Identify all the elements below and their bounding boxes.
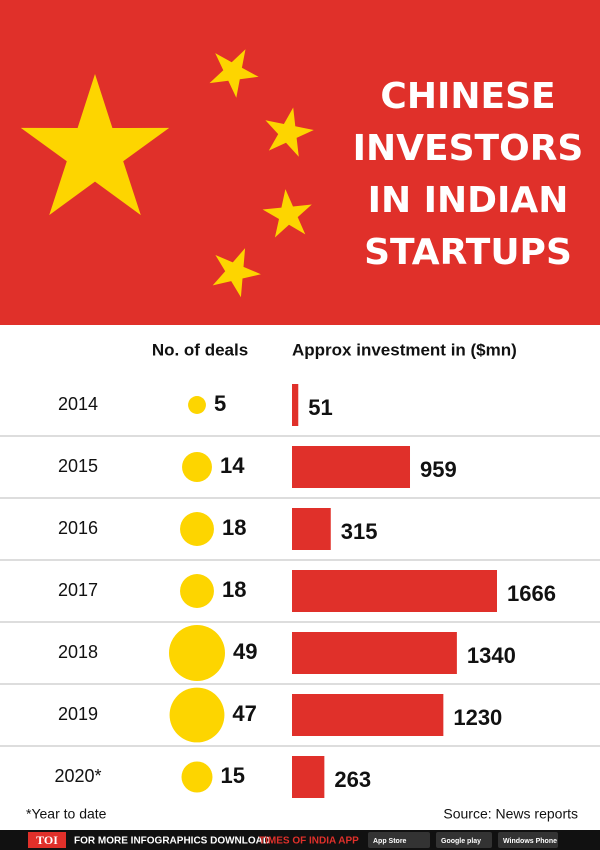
badge[interactable] [498,832,558,848]
title-line: INVESTORS [353,128,584,169]
year-label: 2019 [58,704,98,724]
badge[interactable] [368,832,430,848]
deal-label: 47 [232,701,256,726]
column-header: No. of deals [152,340,248,359]
deal-bubble [169,687,225,743]
deal-label: 18 [222,577,246,602]
investment-label: 263 [334,767,371,792]
investment-label: 315 [341,519,378,544]
investment-bar [292,756,325,798]
deal-label: 18 [222,515,246,540]
title-line: CHINESE [380,76,555,117]
investment-bar [292,384,299,426]
year-label: 2016 [58,518,98,538]
source: Source: News reports [443,806,578,822]
logo-box [28,832,66,848]
star [212,248,261,298]
investment-label: 51 [308,395,332,420]
investment-label: 1340 [467,643,516,668]
year-label: 2014 [58,394,98,414]
deal-label: 5 [214,391,226,416]
footer-text: FOR MORE INFOGRAPHICS DOWNLOAD [74,836,270,847]
investment-label: 1666 [507,581,556,606]
year-label: 2017 [58,580,98,600]
badge-text: Windows Phone [503,838,557,845]
deal-bubble [188,396,206,414]
investment-label: 1230 [453,705,502,730]
deal-label: 14 [220,453,245,478]
footer-app: TIMES OF INDIA APP [259,836,359,847]
title-line: IN INDIAN [368,180,569,221]
column-header: Approx investment in ($mn) [292,340,517,359]
badge-text: Google play [441,838,481,845]
year-label: 2015 [58,456,98,476]
deal-bubble [181,761,213,793]
investment-bar [292,446,411,488]
star [20,74,170,216]
badge-text: App Store [373,838,407,845]
deal-label: 15 [220,763,244,788]
investment-label: 959 [420,457,457,482]
logo: TOI [36,833,58,847]
investment-bar [292,694,444,736]
deal-bubble [182,452,212,482]
star [265,107,314,157]
year-label: 2020* [54,766,101,786]
deal-bubble [180,574,214,608]
investment-bar [292,632,457,674]
deal-bubble [180,512,214,546]
investment-bar [292,570,497,612]
flag-stars [20,49,314,298]
footnote: *Year to date [26,806,107,822]
year-label: 2018 [58,642,98,662]
deal-bubble [169,625,225,681]
deal-label: 49 [233,639,257,664]
title-line: STARTUPS [364,232,572,273]
star [262,189,312,238]
star [209,49,259,98]
badge[interactable] [436,832,492,848]
investment-bar [292,508,331,550]
